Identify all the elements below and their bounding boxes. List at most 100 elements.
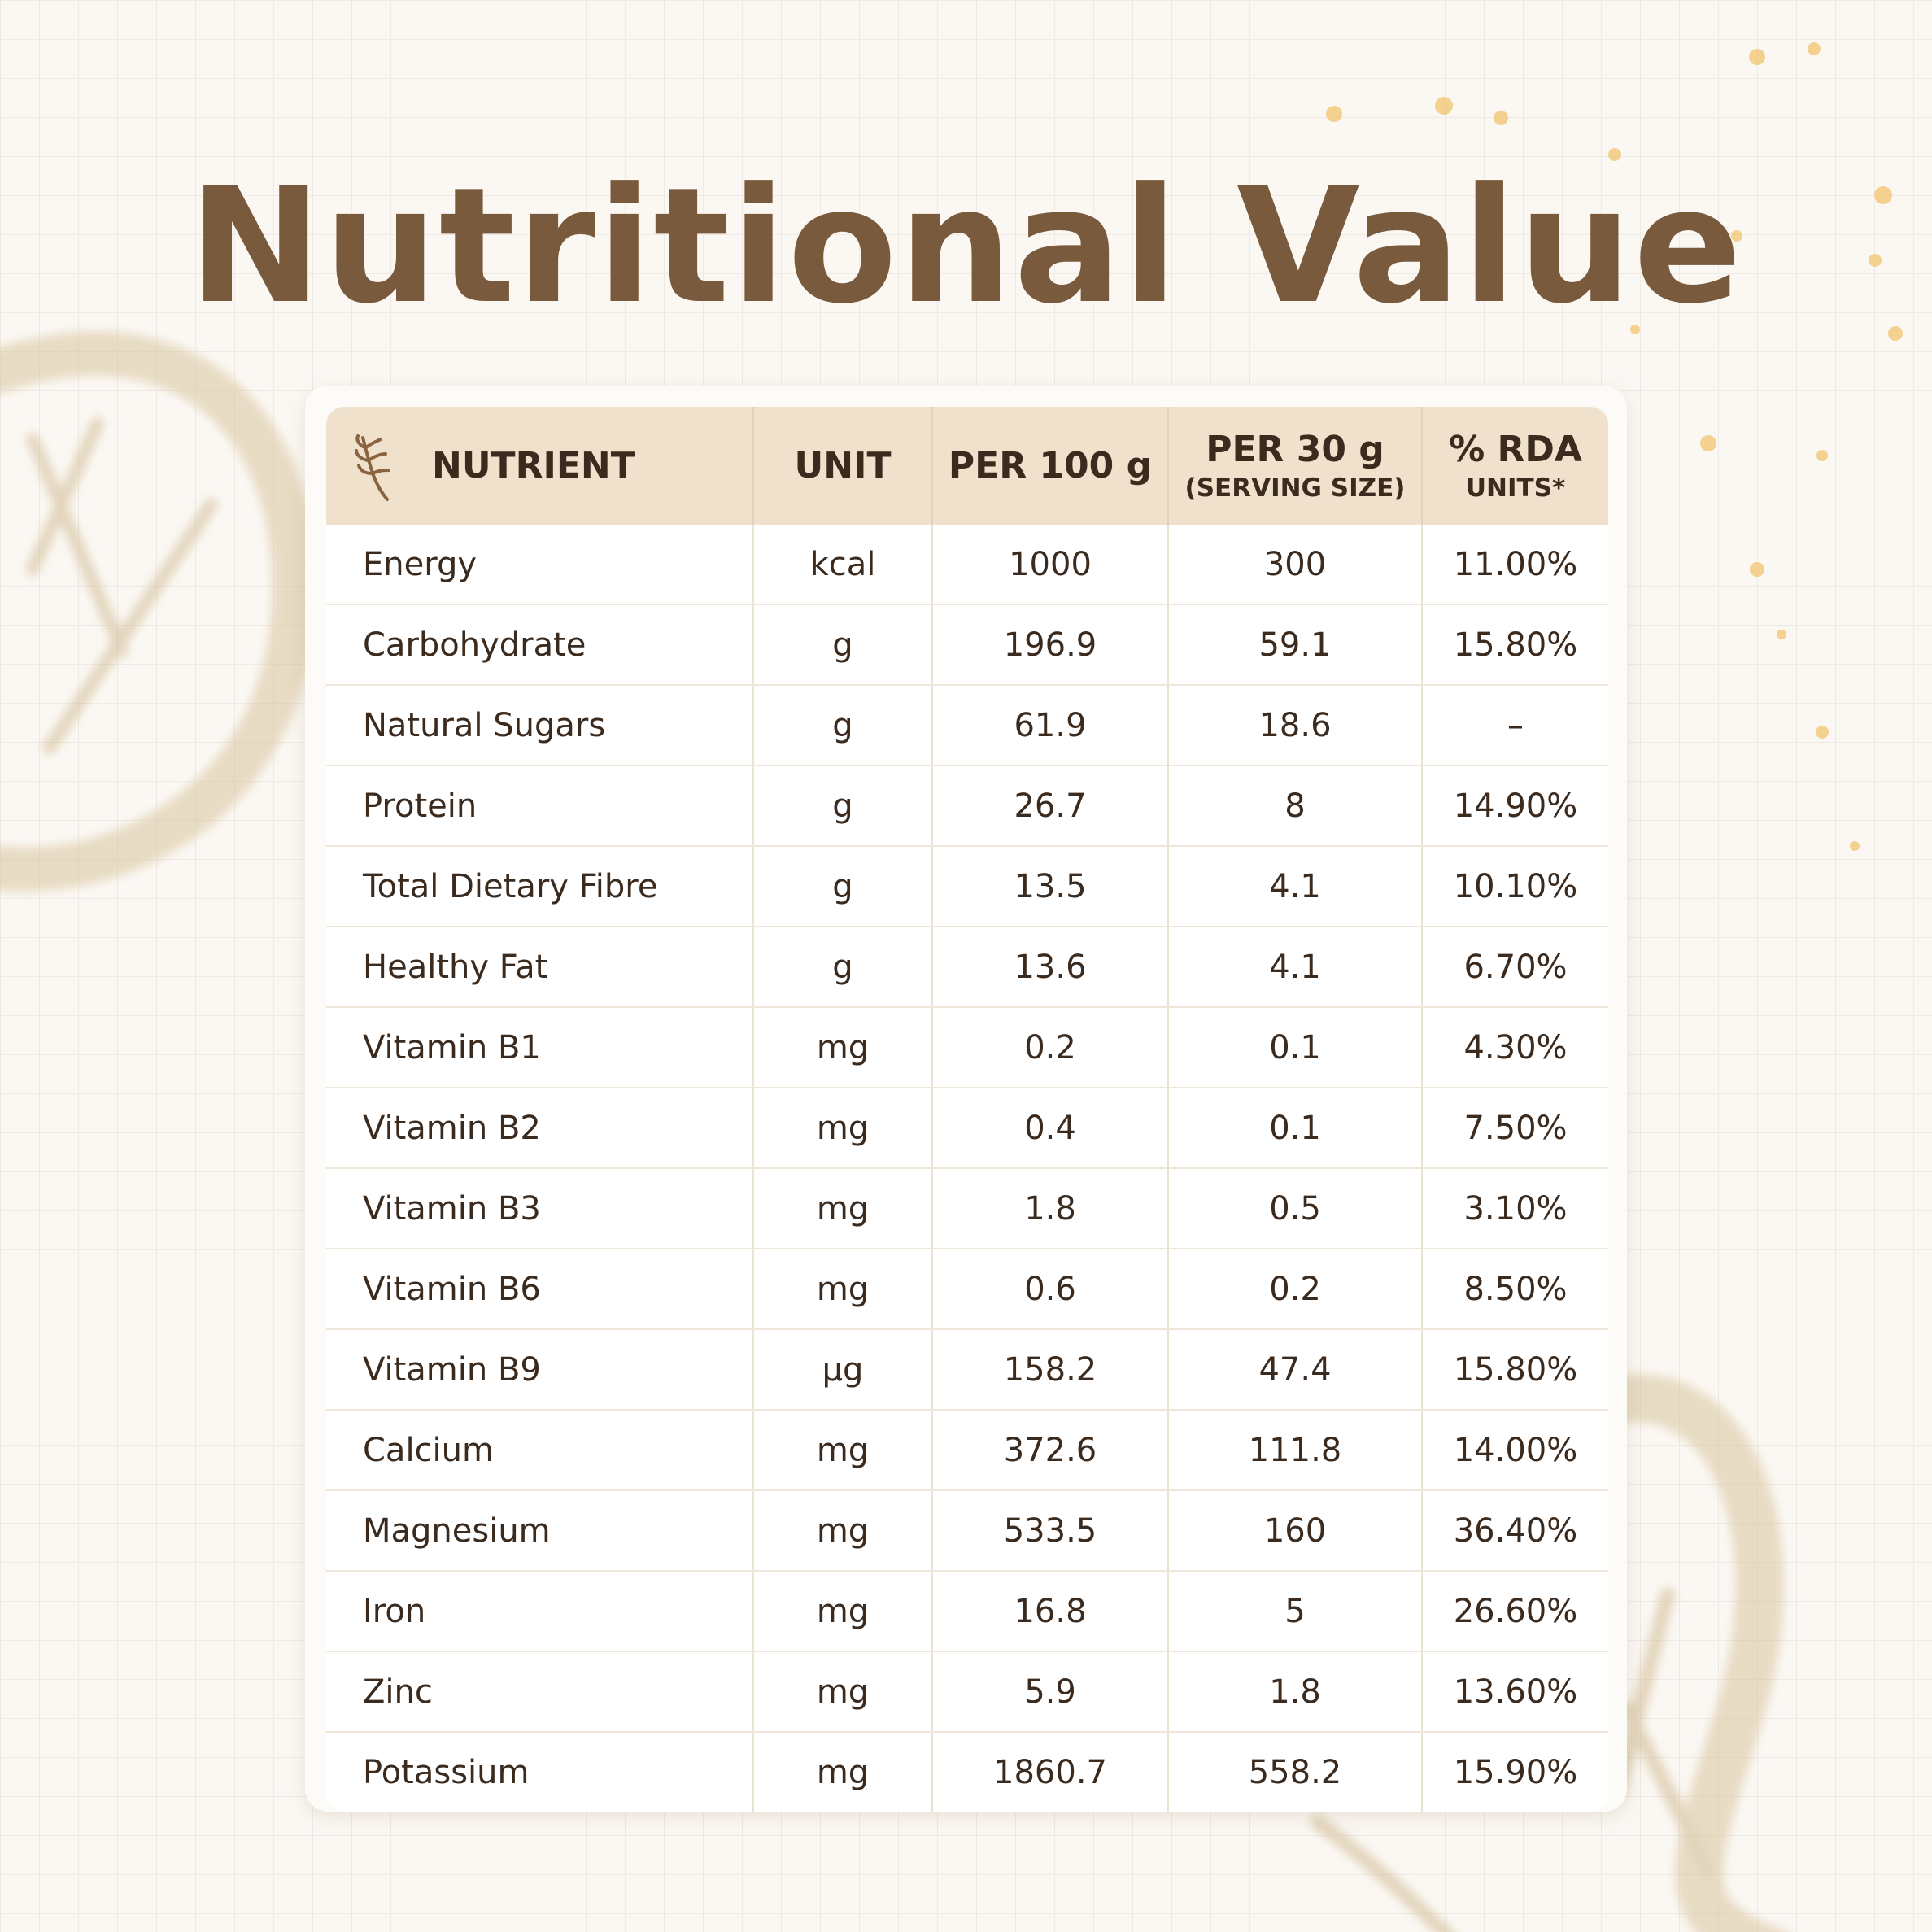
table-cell: 15.80%	[1453, 1350, 1578, 1389]
table-cell: 36.40%	[1453, 1511, 1578, 1550]
header-label: NUTRIENT	[432, 445, 635, 486]
table-cell: Vitamin B6	[326, 1249, 754, 1328]
header-cell: PER 100 g	[933, 407, 1169, 525]
table-cell: Magnesium	[326, 1491, 754, 1570]
table-cell: Iron	[326, 1572, 754, 1651]
table-cell: Vitamin B2	[326, 1088, 754, 1167]
table-row: Vitamin B6 mg 0.6 0.2 8.50%	[326, 1249, 1608, 1330]
header-label: UNIT	[794, 445, 892, 486]
table-cell: 14.00%	[1453, 1431, 1578, 1469]
table-cell: Total Dietary Fibre	[326, 847, 754, 926]
table-cell: 533.5	[933, 1491, 1169, 1570]
table-cell: 18.6	[1169, 686, 1423, 765]
table-cell: Calcium	[326, 1411, 754, 1489]
table-cell: g	[754, 927, 933, 1006]
table-cell: Vitamin B3	[326, 1169, 754, 1248]
table-cell: 4.1	[1169, 927, 1423, 1006]
table-cell: Protein	[326, 766, 754, 845]
table-cell: Vitamin B1	[326, 1008, 754, 1087]
table-cell: 196.9	[933, 605, 1169, 684]
table-cell: 372.6	[933, 1411, 1169, 1489]
table-cell: µg	[754, 1330, 933, 1409]
table-cell: 0.4	[933, 1088, 1169, 1167]
table-cell: 3.10%	[1463, 1189, 1568, 1228]
table-cell: 1860.7	[933, 1733, 1169, 1812]
table-row: Iron mg 16.8 5 26.60%	[326, 1572, 1608, 1652]
table-cell: mg	[754, 1169, 933, 1248]
table-cell: 1.8	[933, 1169, 1169, 1248]
table-cell: 0.2	[1169, 1249, 1423, 1328]
table-row: Vitamin B3 mg 1.8 0.5 3.10%	[326, 1169, 1608, 1249]
table-cell: 4.1	[1169, 847, 1423, 926]
table-cell: kcal	[754, 525, 933, 604]
table-cell: 1.8	[1169, 1652, 1423, 1731]
table-cell: 0.5	[1169, 1169, 1423, 1248]
table-cell: mg	[754, 1491, 933, 1570]
table-cell: mg	[754, 1249, 933, 1328]
table-cell: g	[754, 766, 933, 845]
table-cell: 558.2	[1169, 1733, 1423, 1812]
table-cell: 11.00%	[1453, 545, 1578, 583]
table-row: Natural Sugars g 61.9 18.6 –	[326, 686, 1608, 766]
table-cell: 8.50%	[1463, 1270, 1568, 1308]
table-row: Potassium mg 1860.7 558.2 15.90%	[326, 1733, 1608, 1812]
table-cell: Healthy Fat	[326, 927, 754, 1006]
table-row: Carbohydrate g 196.9 59.1 15.80%	[326, 605, 1608, 686]
leaf-icon	[355, 434, 390, 501]
header-label: PER 100 g	[948, 445, 1153, 486]
header-sublabel: (SERVING SIZE)	[1184, 473, 1406, 503]
table-cell: 13.60%	[1453, 1673, 1578, 1711]
table-cell: 5	[1169, 1572, 1423, 1651]
table-cell: 10.10%	[1453, 867, 1578, 905]
table-cell: 8	[1169, 766, 1423, 845]
table-cell: mg	[754, 1733, 933, 1812]
table-cell: 59.1	[1169, 605, 1423, 684]
table-cell: mg	[754, 1652, 933, 1731]
table-cell: 0.2	[933, 1008, 1169, 1087]
table-cell: 13.6	[933, 927, 1169, 1006]
table-cell: –	[1507, 706, 1524, 744]
table-cell: Zinc	[326, 1652, 754, 1731]
table-cell: g	[754, 605, 933, 684]
table-cell: mg	[754, 1411, 933, 1489]
table-row: Zinc mg 5.9 1.8 13.60%	[326, 1652, 1608, 1733]
table-row: Calcium mg 372.6 111.8 14.00%	[326, 1411, 1608, 1491]
header-label: % RDA	[1449, 429, 1582, 470]
header-label: PER 30 g	[1206, 429, 1385, 470]
table-cell: 0.1	[1169, 1088, 1423, 1167]
header-cell: NUTRIENT	[326, 407, 754, 525]
table-cell: Carbohydrate	[326, 605, 754, 684]
table-cell: 5.9	[933, 1652, 1169, 1731]
table-cell: 13.5	[933, 847, 1169, 926]
table-row: Protein g 26.7 8 14.90%	[326, 766, 1608, 847]
table-row: Healthy Fat g 13.6 4.1 6.70%	[326, 927, 1608, 1008]
header-sublabel: UNITS*	[1465, 473, 1566, 503]
table-cell: mg	[754, 1088, 933, 1167]
table-cell: Vitamin B9	[326, 1330, 754, 1409]
table-cell: 14.90%	[1453, 787, 1578, 825]
header-cell: PER 30 g (SERVING SIZE)	[1169, 407, 1423, 525]
table-cell: 0.1	[1169, 1008, 1423, 1087]
table-row: Energy kcal 1000 300 11.00%	[326, 525, 1608, 605]
table-cell: 26.7	[933, 766, 1169, 845]
table-cell: Natural Sugars	[326, 686, 754, 765]
table-row: Vitamin B9 µg 158.2 47.4 15.80%	[326, 1330, 1608, 1411]
table-cell: 26.60%	[1453, 1592, 1578, 1630]
table-cell: 300	[1169, 525, 1423, 604]
table-cell: 47.4	[1169, 1330, 1423, 1409]
table-cell: 111.8	[1169, 1411, 1423, 1489]
table-cell: 7.50%	[1463, 1109, 1568, 1147]
table-cell: g	[754, 686, 933, 765]
table-cell: Potassium	[326, 1733, 754, 1812]
table-cell: Energy	[326, 525, 754, 604]
table-cell: g	[754, 847, 933, 926]
table-cell: 4.30%	[1463, 1028, 1568, 1066]
nutrition-table: NUTRIENT UNIT PER 100 g PER 30 g (SERVING SI…	[326, 407, 1608, 1812]
table-cell: mg	[754, 1008, 933, 1087]
table-row: Magnesium mg 533.5 160 36.40%	[326, 1491, 1608, 1572]
page-title: Nutritional Value	[189, 154, 1743, 339]
table-cell: 15.90%	[1453, 1753, 1578, 1791]
table-row: Total Dietary Fibre g 13.5 4.1 10.10%	[326, 847, 1608, 927]
